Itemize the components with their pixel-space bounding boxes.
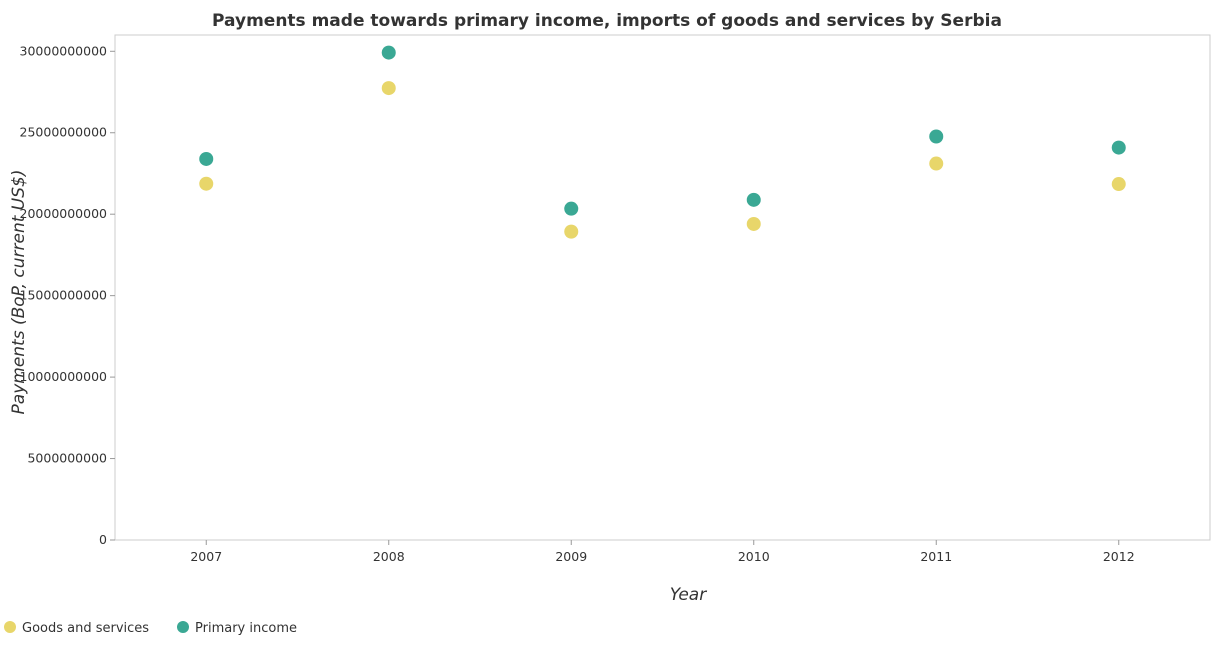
y-axis-ticks: 0 5000000000 10000000000 15000000000 2000000…: [20, 43, 115, 547]
point-goods-and-services-2010: [746, 216, 761, 231]
point-goods-and-services-2007: [199, 176, 214, 191]
y-tick-label: 5000000000: [27, 451, 107, 466]
x-axis-label: Year: [670, 585, 707, 605]
x-tick-label: 2008: [373, 549, 405, 564]
legend: Goods and services Primary income: [4, 621, 297, 636]
point-goods-and-services-2009: [564, 224, 579, 239]
legend-marker-goods-and-services: [4, 621, 16, 633]
chart-title: Payments made towards primary income, im…: [212, 11, 1002, 31]
x-tick-label: 2007: [190, 549, 222, 564]
x-tick-label: 2011: [920, 549, 952, 564]
y-tick-label: 20000000000: [20, 206, 108, 221]
y-axis-label: Payments (BoP, current US$): [9, 170, 29, 415]
x-tick-label: 2009: [555, 549, 587, 564]
y-tick-label: 30000000000: [20, 43, 108, 58]
y-tick-label: 10000000000: [20, 369, 108, 384]
y-tick-label: 0: [99, 532, 107, 547]
plot-area-frame: [114, 34, 1211, 541]
x-tick-label: 2010: [738, 549, 770, 564]
point-primary-income-2007: [199, 151, 214, 166]
legend-marker-primary-income: [177, 621, 189, 633]
point-primary-income-2010: [746, 192, 761, 207]
x-axis-ticks: 2007 2008 2009 2010 2011 2012: [190, 540, 1135, 564]
point-goods-and-services-2011: [929, 156, 944, 171]
point-primary-income-2009: [564, 201, 579, 216]
legend-label-goods-and-services: Goods and services: [22, 621, 149, 636]
x-tick-label: 2012: [1103, 549, 1135, 564]
point-goods-and-services-2008: [381, 81, 396, 96]
point-goods-and-services-2012: [1111, 177, 1126, 192]
data-points: [199, 45, 1126, 239]
point-primary-income-2008: [381, 45, 396, 60]
y-tick-label: 25000000000: [20, 125, 108, 140]
point-primary-income-2012: [1111, 140, 1126, 155]
legend-label-primary-income: Primary income: [195, 621, 297, 636]
y-tick-label: 15000000000: [20, 288, 108, 303]
point-primary-income-2011: [929, 129, 944, 144]
